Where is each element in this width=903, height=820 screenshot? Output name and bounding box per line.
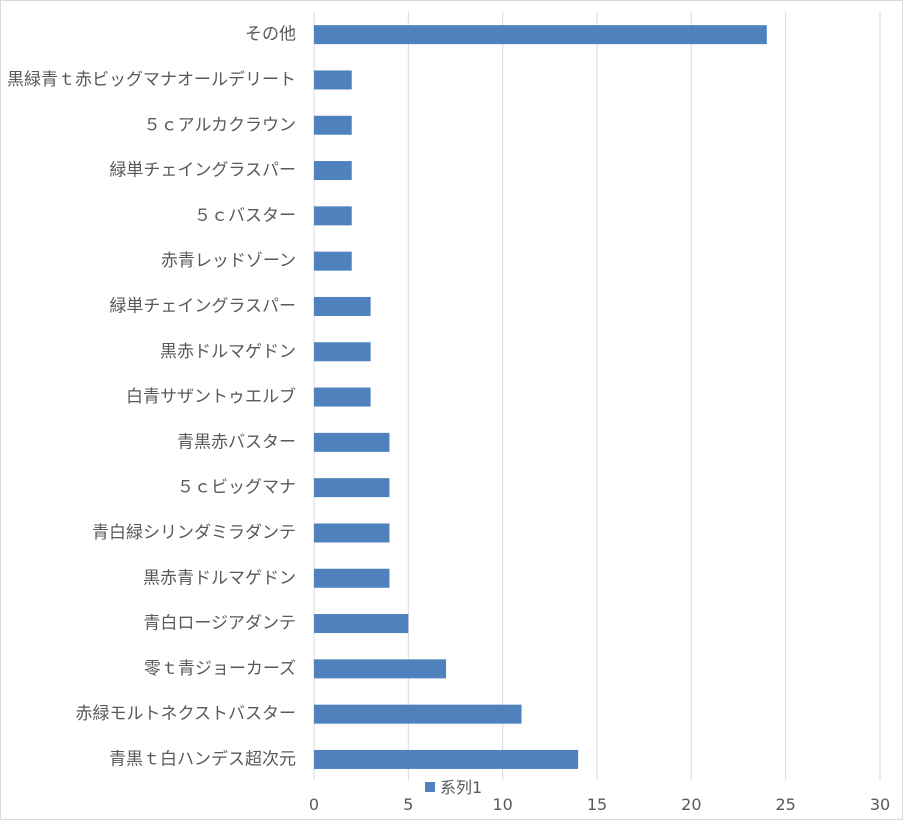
category-label: 青白ロージアダンテ: [143, 614, 296, 634]
category-label: 緑単チェイングラスパー: [109, 296, 296, 316]
x-tick-label: 25: [775, 795, 795, 814]
x-tick-label: 15: [587, 795, 607, 814]
x-tick-label: 20: [681, 795, 701, 814]
category-label: 白青サザントゥエルブ: [126, 386, 296, 407]
bar: [314, 296, 371, 316]
bar: [314, 749, 579, 769]
x-tick-labels: 0 5 10 15 20 25 30: [309, 795, 890, 814]
category-label: ５ｃバスター: [194, 206, 296, 226]
bar: [314, 432, 390, 452]
x-tick-label: 10: [492, 795, 512, 814]
bar: [314, 659, 447, 679]
category-label: ５ｃアルカクラウン: [144, 115, 296, 135]
legend: 系列1: [425, 778, 482, 797]
gridlines: [313, 12, 881, 780]
bar: [314, 25, 767, 45]
category-label: 黒赤ドルマゲドン: [160, 342, 296, 362]
bar: [314, 115, 352, 135]
x-tick-label: 30: [870, 795, 890, 814]
category-label: 緑単チェイングラスパー: [109, 161, 296, 181]
category-label: その他: [245, 25, 296, 45]
category-label: ５ｃビッグマナ: [177, 478, 296, 498]
category-label: 青黒赤バスター: [177, 432, 296, 452]
bar: [314, 206, 352, 226]
legend-label-series1: 系列1: [440, 778, 482, 797]
category-label: 零ｔ青ジョーカーズ: [144, 659, 296, 679]
bar: [314, 704, 522, 724]
category-label: 黒緑青ｔ赤ビッグマナオールデリート: [7, 69, 296, 90]
bar: [314, 251, 352, 271]
bar: [314, 70, 352, 90]
category-label: 黒赤青ドルマゲドン: [143, 568, 296, 588]
bar: [314, 161, 352, 181]
legend-swatch-series1: [425, 782, 435, 792]
bar: [314, 614, 409, 634]
bars: [314, 25, 767, 769]
x-tick-label: 0: [309, 795, 319, 814]
category-label: 赤青レッドゾーン: [161, 251, 296, 271]
x-tick-label: 5: [403, 795, 413, 814]
category-label: 青黒ｔ白ハンデス超次元: [109, 748, 296, 769]
bar: [314, 387, 371, 407]
bar: [314, 478, 390, 498]
bar: [314, 523, 390, 543]
bar: [314, 342, 371, 362]
category-label: 赤緑モルトネクストバスター: [76, 704, 297, 724]
bar: [314, 568, 390, 588]
category-label: 青白緑シリンダミラダンテ: [92, 523, 296, 543]
